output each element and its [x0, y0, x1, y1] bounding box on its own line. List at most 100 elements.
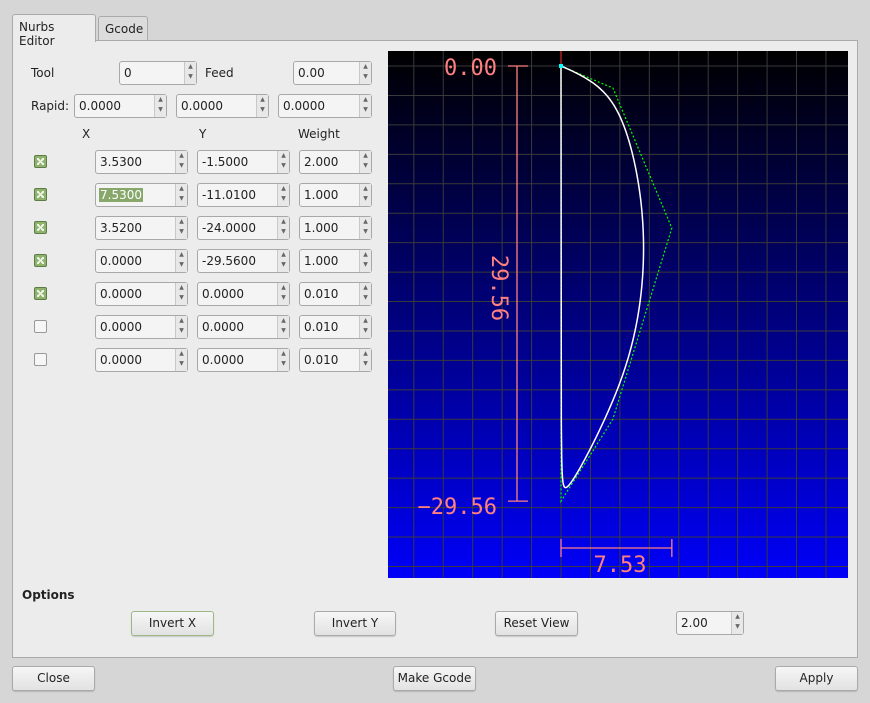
- tab-gcode[interactable]: Gcode: [98, 16, 148, 41]
- y-spinbox[interactable]: -29.5600 ▲ ▼: [197, 249, 290, 273]
- spin-arrows-icon[interactable]: ▲ ▼: [175, 283, 187, 305]
- tool-value: 0: [124, 66, 132, 80]
- y-value: -11.0100: [202, 188, 256, 202]
- spin-arrows-icon[interactable]: ▲ ▼: [731, 612, 743, 634]
- enable-checkbox[interactable]: [34, 353, 47, 366]
- rapid-z-spinbox[interactable]: 0.0000 ▲ ▼: [278, 94, 372, 118]
- feed-spinbox[interactable]: 0.00 ▲ ▼: [293, 61, 372, 85]
- x-spinbox[interactable]: 3.5200 ▲ ▼: [95, 216, 188, 240]
- x-spinbox[interactable]: 7.5300 ▲ ▼: [95, 183, 188, 207]
- close-button[interactable]: Close: [12, 666, 95, 691]
- tab-label: Nurbs Editor: [19, 20, 55, 48]
- rapid-y-spinbox[interactable]: 0.0000 ▲ ▼: [176, 94, 269, 118]
- tool-spinbox[interactable]: 0 ▲ ▼: [119, 61, 197, 85]
- x-spinbox[interactable]: 0.0000 ▲ ▼: [95, 315, 188, 339]
- x-spinbox[interactable]: 0.0000 ▲ ▼: [95, 282, 188, 306]
- spin-arrows-icon[interactable]: ▲ ▼: [175, 184, 187, 206]
- x-spinbox[interactable]: 0.0000 ▲ ▼: [95, 249, 188, 273]
- enable-checkbox[interactable]: [34, 320, 47, 333]
- spin-arrows-icon[interactable]: ▲ ▼: [359, 217, 371, 239]
- nurbs-preview-canvas[interactable]: 0.00 −29.56 29.56 7.53: [388, 51, 848, 578]
- x-value: 0.0000: [100, 254, 142, 268]
- weight-value: 1.000: [304, 188, 339, 202]
- enable-checkbox[interactable]: [34, 221, 47, 234]
- invert-x-button[interactable]: Invert X: [131, 611, 214, 636]
- spin-arrows-icon[interactable]: ▲ ▼: [277, 316, 289, 338]
- spin-arrows-icon[interactable]: ▲ ▼: [154, 95, 166, 117]
- weight-value: 0.010: [304, 320, 339, 334]
- scale-spinbox[interactable]: 2.00 ▲ ▼: [676, 611, 744, 635]
- spin-arrows-icon[interactable]: ▲ ▼: [175, 250, 187, 272]
- y-spinbox[interactable]: -24.0000 ▲ ▼: [197, 216, 290, 240]
- spin-arrows-icon[interactable]: ▲ ▼: [359, 184, 371, 206]
- weight-spinbox[interactable]: 0.010 ▲ ▼: [299, 348, 372, 372]
- x-value: 0.0000: [100, 320, 142, 334]
- y-spinbox[interactable]: -11.0100 ▲ ▼: [197, 183, 290, 207]
- apply-button[interactable]: Apply: [775, 666, 858, 691]
- spin-arrows-icon[interactable]: ▲ ▼: [175, 151, 187, 173]
- enable-checkbox[interactable]: [34, 254, 47, 267]
- spin-arrows-icon[interactable]: ▲ ▼: [359, 62, 371, 84]
- x-spinbox[interactable]: 0.0000 ▲ ▼: [95, 348, 188, 372]
- column-y-header: Y: [199, 127, 207, 141]
- weight-spinbox[interactable]: 0.010 ▲ ▼: [299, 282, 372, 306]
- spin-arrows-icon[interactable]: ▲ ▼: [359, 283, 371, 305]
- width-dimension-label: 7.53: [594, 553, 647, 578]
- weight-spinbox[interactable]: 0.010 ▲ ▼: [299, 315, 372, 339]
- y-spinbox[interactable]: 0.0000 ▲ ▼: [197, 348, 290, 372]
- spin-arrows-icon[interactable]: ▲ ▼: [359, 95, 371, 117]
- spin-arrows-icon[interactable]: ▲ ▼: [359, 316, 371, 338]
- enable-checkbox[interactable]: [34, 188, 47, 201]
- invert-y-button[interactable]: Invert Y: [314, 611, 396, 636]
- weight-spinbox[interactable]: 1.000 ▲ ▼: [299, 216, 372, 240]
- bottom-y-label: −29.56: [418, 495, 497, 520]
- y-value: -24.0000: [202, 221, 256, 235]
- y-spinbox[interactable]: 0.0000 ▲ ▼: [197, 315, 290, 339]
- feed-label: Feed: [205, 66, 234, 80]
- rapid-y-value: 0.0000: [181, 99, 223, 113]
- spin-arrows-icon[interactable]: ▲ ▼: [359, 349, 371, 371]
- weight-value: 0.010: [304, 287, 339, 301]
- start-point-marker: [559, 64, 563, 68]
- options-heading: Options: [22, 588, 75, 602]
- y-value: -29.5600: [202, 254, 256, 268]
- tab-nurbs-editor[interactable]: Nurbs Editor: [12, 14, 96, 48]
- spin-arrows-icon[interactable]: ▲ ▼: [359, 151, 371, 173]
- spin-arrows-icon[interactable]: ▲ ▼: [175, 217, 187, 239]
- spin-arrows-icon[interactable]: ▲ ▼: [277, 151, 289, 173]
- y-spinbox[interactable]: 0.0000 ▲ ▼: [197, 282, 290, 306]
- spin-arrows-icon[interactable]: ▲ ▼: [175, 349, 187, 371]
- column-weight-header: Weight: [298, 127, 340, 141]
- weight-spinbox[interactable]: 2.000 ▲ ▼: [299, 150, 372, 174]
- x-value: 0.0000: [100, 353, 142, 367]
- y-value: -1.5000: [202, 155, 249, 169]
- make-gcode-button[interactable]: Make Gcode: [393, 666, 476, 691]
- weight-spinbox[interactable]: 1.000 ▲ ▼: [299, 249, 372, 273]
- spin-arrows-icon[interactable]: ▲ ▼: [277, 349, 289, 371]
- nurbs-curve: [560, 65, 645, 489]
- weight-value: 1.000: [304, 221, 339, 235]
- spin-arrows-icon[interactable]: ▲ ▼: [277, 217, 289, 239]
- x-value: 3.5300: [100, 155, 142, 169]
- spin-arrows-icon[interactable]: ▲ ▼: [277, 283, 289, 305]
- tool-label: Tool: [31, 66, 55, 80]
- spin-arrows-icon[interactable]: ▲ ▼: [175, 316, 187, 338]
- x-spinbox[interactable]: 3.5300 ▲ ▼: [95, 150, 188, 174]
- spin-arrows-icon[interactable]: ▲ ▼: [359, 250, 371, 272]
- weight-value: 2.000: [304, 155, 339, 169]
- spin-arrows-icon[interactable]: ▲ ▼: [256, 95, 268, 117]
- reset-view-button[interactable]: Reset View: [495, 611, 578, 636]
- y-value: 0.0000: [202, 287, 244, 301]
- spin-arrows-icon[interactable]: ▲ ▼: [277, 250, 289, 272]
- rapid-z-value: 0.0000: [283, 99, 325, 113]
- enable-checkbox[interactable]: [34, 287, 47, 300]
- enable-checkbox[interactable]: [34, 155, 47, 168]
- scale-value: 2.00: [681, 616, 708, 630]
- weight-spinbox[interactable]: 1.000 ▲ ▼: [299, 183, 372, 207]
- y-spinbox[interactable]: -1.5000 ▲ ▼: [197, 150, 290, 174]
- canvas-background: [388, 51, 848, 578]
- spin-arrows-icon[interactable]: ▲ ▼: [277, 184, 289, 206]
- spin-arrows-icon[interactable]: ▲ ▼: [184, 62, 196, 84]
- rapid-x-spinbox[interactable]: 0.0000 ▲ ▼: [74, 94, 167, 118]
- y-value: 0.0000: [202, 320, 244, 334]
